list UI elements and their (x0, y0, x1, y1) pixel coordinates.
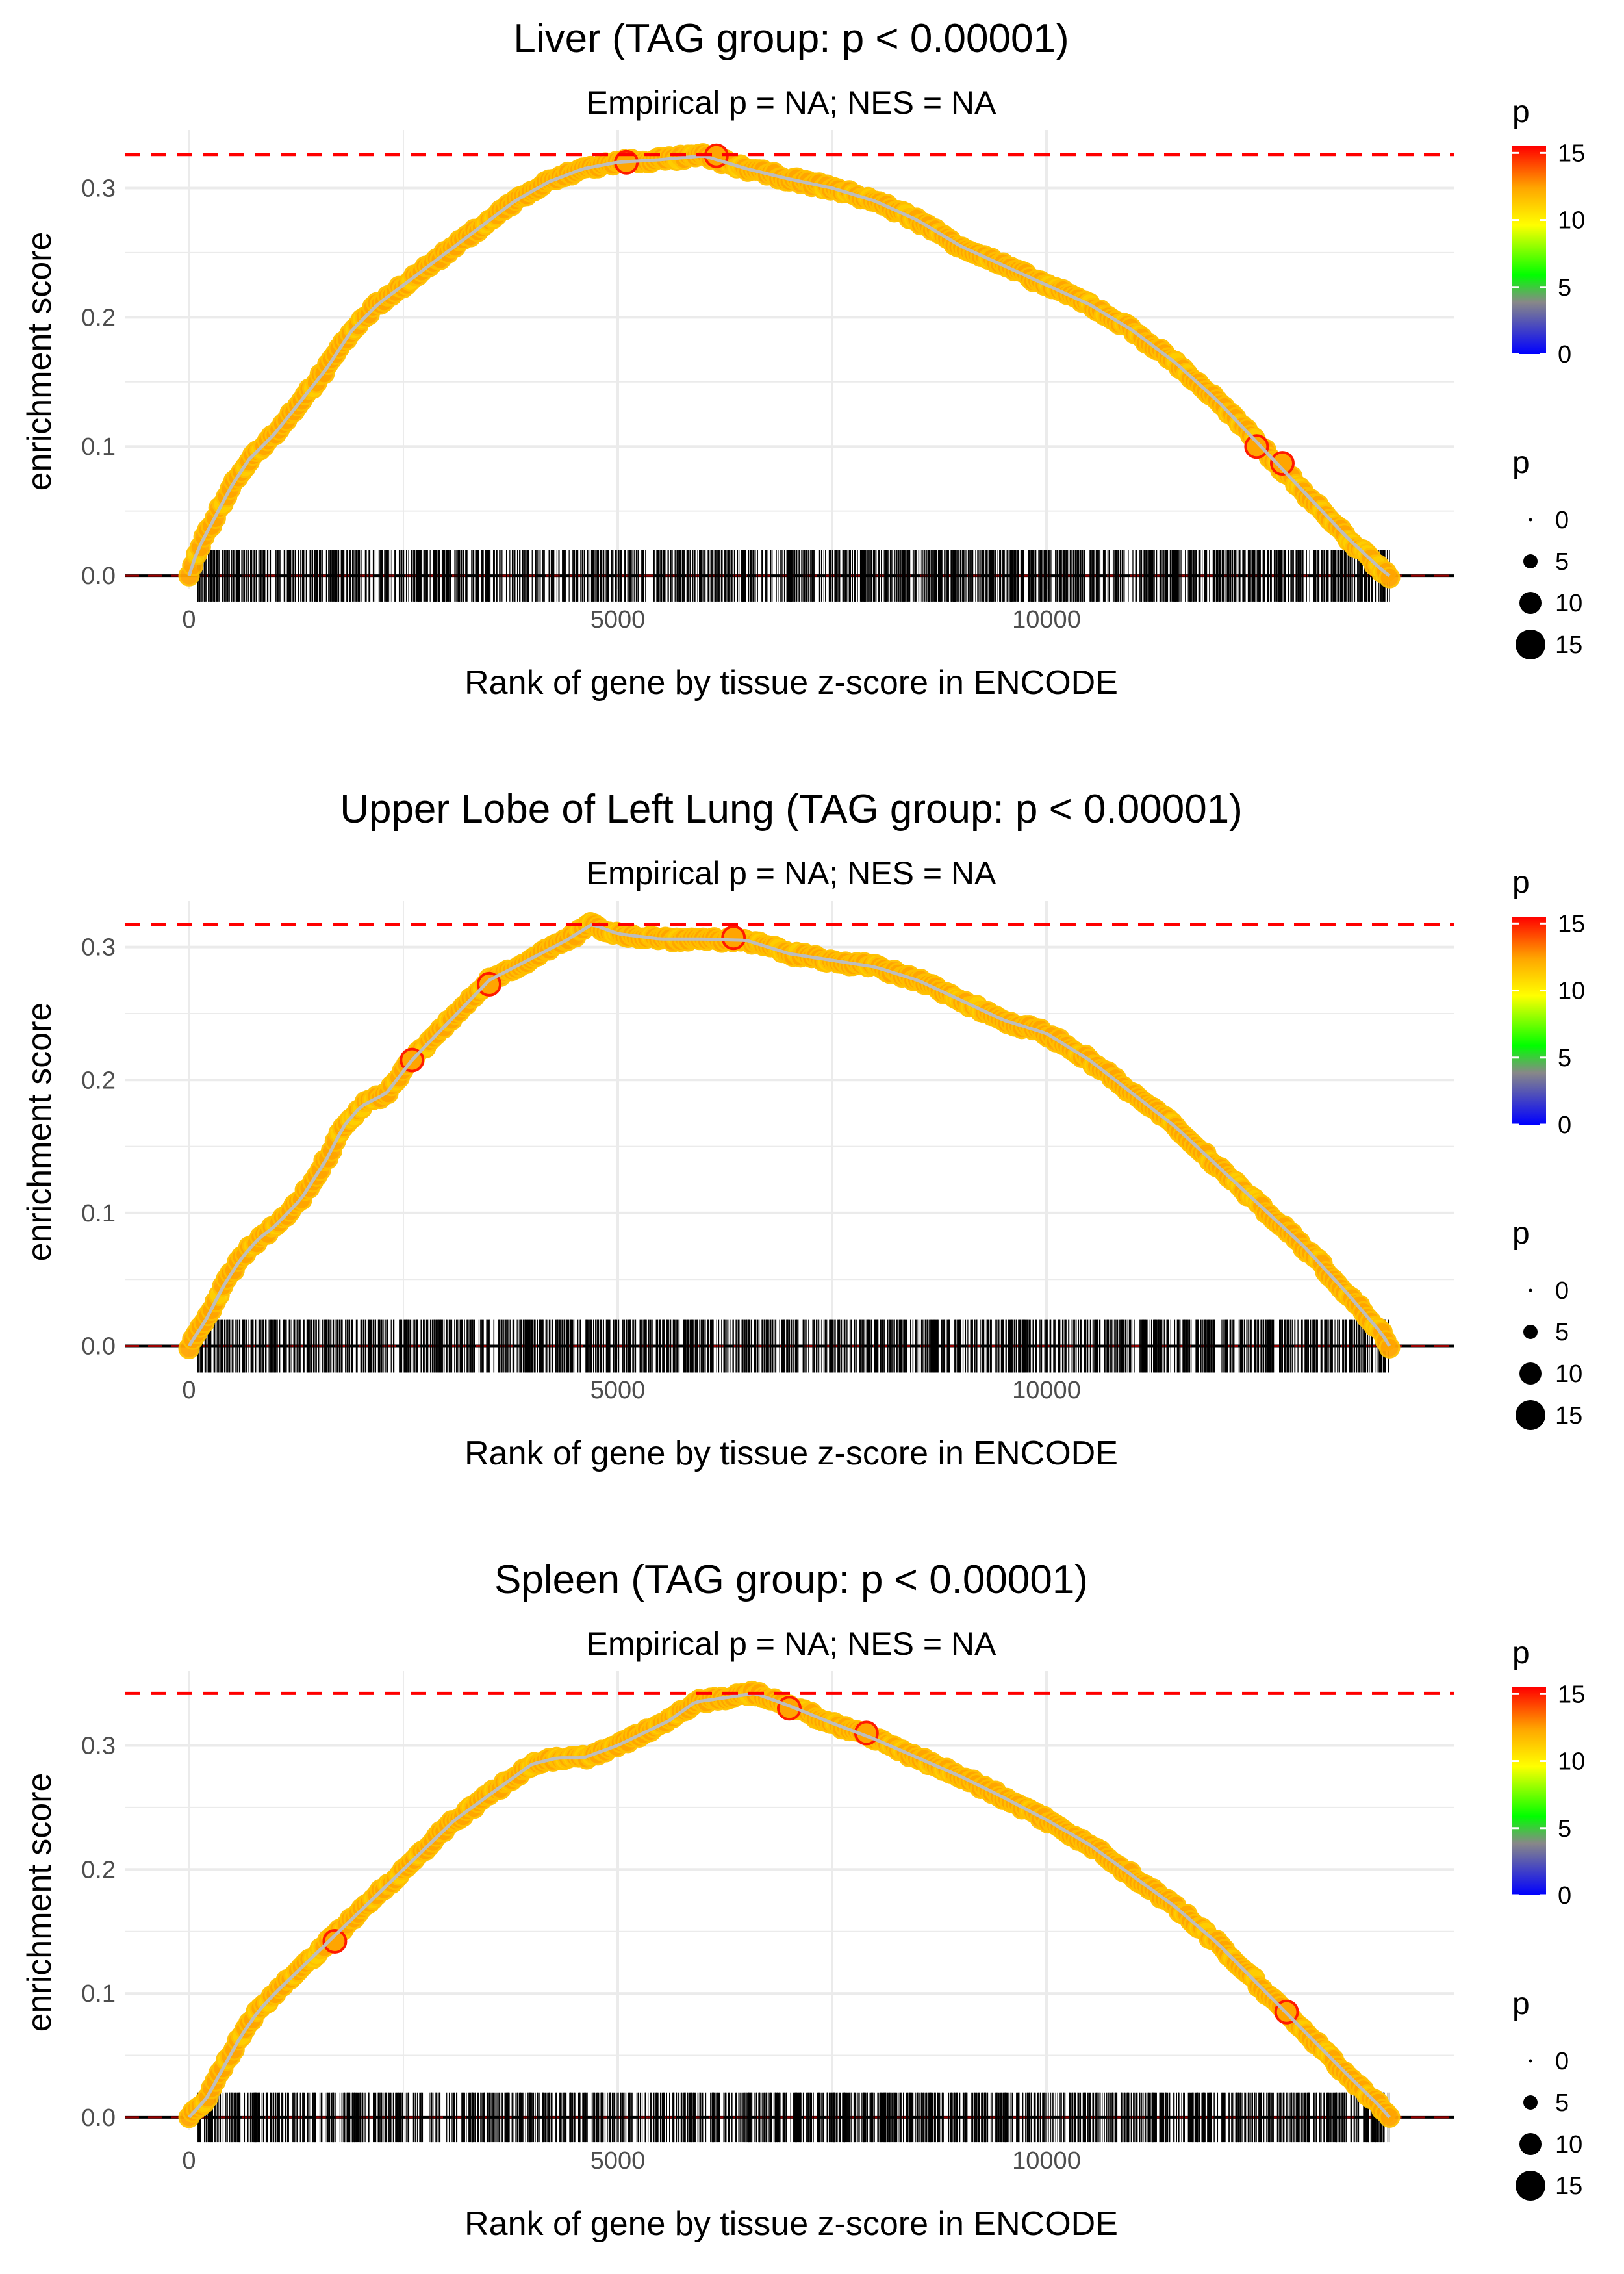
size-legend-label: 15 (1555, 1402, 1582, 1429)
curve-point-high (1244, 434, 1269, 459)
panel-subtitle: Empirical p = NA; NES = NA (587, 855, 996, 891)
size-legend-label: 5 (1555, 548, 1569, 576)
x-tick-label: 0 (182, 606, 196, 633)
curve-points (178, 1680, 1401, 2128)
y-tick-label: 0.0 (81, 1333, 116, 1361)
size-legend-label: 5 (1555, 1319, 1569, 1346)
y-tick-label: 0.2 (81, 1067, 116, 1094)
colorbar (1512, 917, 1546, 1125)
panel-liver: Liver (TAG group: p < 0.00001) Empirical… (21, 16, 1585, 702)
size-legend-label: 10 (1555, 590, 1582, 617)
colorbar-label: 10 (1558, 207, 1585, 235)
size-legend-dot (1523, 1325, 1538, 1339)
panel-upper-lobe-left-lung: Upper Lobe of Left Lung (TAG group: p < … (21, 787, 1585, 1472)
color-legend: 0 5 10 15 (1512, 910, 1585, 1139)
size-legend: 0 5 10 15 (1516, 1277, 1582, 1430)
x-tick-label: 0 (182, 1377, 196, 1404)
colorbar-label: 5 (1558, 1045, 1571, 1072)
size-legend-title: p (1512, 446, 1530, 480)
y-tick-label: 0.3 (81, 1732, 116, 1759)
colorbar-label: 15 (1558, 140, 1585, 167)
y-tick-label: 0.1 (81, 1980, 116, 2008)
panel-title: Upper Lobe of Left Lung (TAG group: p < … (340, 787, 1243, 832)
panel-title: Spleen (TAG group: p < 0.00001) (494, 1557, 1088, 1602)
size-legend-dot (1516, 630, 1545, 659)
size-legend-dot (1529, 1288, 1532, 1292)
panel-title: Liver (TAG group: p < 0.00001) (513, 16, 1069, 61)
y-tick-label: 0.3 (81, 175, 116, 202)
colorbar-label: 10 (1558, 978, 1585, 1005)
y-tick-label: 0.1 (81, 1200, 116, 1227)
y-axis-label: enrichment score (21, 1773, 58, 2032)
colorbar-label: 0 (1558, 341, 1571, 368)
gene-rug (197, 1319, 1389, 1373)
x-tick-label: 10000 (1012, 2147, 1081, 2175)
size-legend-label: 10 (1555, 1361, 1582, 1388)
gene-rug (197, 2092, 1390, 2143)
enrichment-curve-line (187, 154, 1391, 578)
enrichment-curve-line (187, 923, 1391, 1347)
curve-point-high (721, 925, 746, 951)
panel-subtitle: Empirical p = NA; NES = NA (587, 84, 996, 121)
colorbar-label: 0 (1558, 1112, 1571, 1139)
x-tick-label: 5000 (590, 1377, 646, 1404)
curve-point (1378, 1336, 1401, 1359)
x-tick-label: 5000 (590, 606, 646, 633)
plot-area: 0 5000 10000 0.0 0.1 0.2 0.3 (81, 901, 1454, 1404)
size-legend-title: p (1512, 1216, 1530, 1251)
colorbar (1512, 146, 1546, 354)
curve-points (178, 912, 1401, 1359)
size-legend: 0 5 10 15 (1516, 507, 1582, 659)
size-legend-dot (1523, 554, 1538, 568)
y-tick-label: 0.3 (81, 934, 116, 962)
gene-rug (197, 550, 1390, 602)
y-tick-label: 0.2 (81, 304, 116, 331)
x-axis-label: Rank of gene by tissue z-score in ENCODE (464, 664, 1118, 702)
size-legend-dot (1516, 1400, 1545, 1430)
plot-area: 0 5000 10000 0.0 0.1 0.2 0.3 (81, 1671, 1454, 2175)
panel-spleen: Spleen (TAG group: p < 0.00001) Empirica… (21, 1557, 1585, 2243)
colorbar-label: 15 (1558, 910, 1585, 938)
y-tick-label: 0.0 (81, 2104, 116, 2132)
y-axis-label: enrichment score (21, 1003, 58, 1262)
x-axis-label: Rank of gene by tissue z-score in ENCODE (464, 1435, 1118, 1472)
x-tick-label: 10000 (1012, 606, 1081, 633)
x-tick-label: 0 (182, 2147, 196, 2175)
x-tick-label: 10000 (1012, 1377, 1081, 1404)
size-legend-label: 15 (1555, 632, 1582, 659)
plot-area: 0 5000 10000 0.0 0.1 0.2 0.3 (81, 130, 1454, 633)
color-legend-title: p (1512, 95, 1530, 129)
size-legend-dot (1519, 1362, 1542, 1385)
x-tick-label: 5000 (590, 2147, 646, 2175)
y-tick-label: 0.1 (81, 433, 116, 461)
color-legend-title: p (1512, 865, 1530, 900)
curve-point-high (1270, 451, 1295, 476)
size-legend-label: 0 (1555, 1277, 1569, 1305)
size-legend-dot (1529, 518, 1532, 522)
x-axis-label: Rank of gene by tissue z-score in ENCODE (464, 2205, 1118, 2243)
color-legend: 0 5 10 15 (1512, 140, 1585, 368)
y-axis-label: enrichment score (21, 232, 58, 491)
panel-subtitle: Empirical p = NA; NES = NA (587, 1626, 996, 1662)
size-legend-dot (1519, 592, 1542, 614)
curve-points (178, 143, 1401, 589)
colorbar-label: 5 (1558, 274, 1571, 301)
y-tick-label: 0.0 (81, 563, 116, 590)
size-legend-label: 0 (1555, 507, 1569, 534)
y-tick-label: 0.2 (81, 1856, 116, 1884)
